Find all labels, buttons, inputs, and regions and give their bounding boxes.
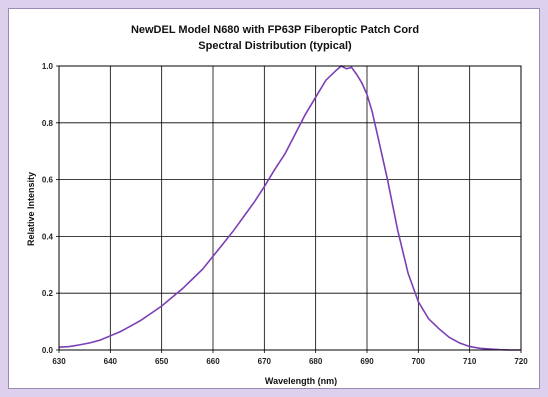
y-tick-labels: 0.0 0.2 0.4 0.6 0.8 1.0 bbox=[42, 62, 54, 355]
x-axis-label: Wavelength (nm) bbox=[265, 376, 337, 386]
spectral-chart: NewDEL Model N680 with FP63P Fiberoptic … bbox=[26, 24, 528, 386]
x-tick-label: 670 bbox=[258, 357, 272, 366]
x-tick-labels: 630 640 650 660 670 680 690 700 710 720 bbox=[52, 357, 528, 366]
y-tick-label: 0.4 bbox=[42, 232, 54, 241]
y-tick-label: 1.0 bbox=[42, 62, 54, 71]
x-tick-label: 720 bbox=[514, 357, 528, 366]
x-tick-label: 640 bbox=[104, 357, 118, 366]
x-tick-label: 710 bbox=[463, 357, 477, 366]
grid bbox=[56, 65, 522, 353]
chart-panel: NewDEL Model N680 with FP63P Fiberoptic … bbox=[8, 8, 540, 389]
y-tick-label: 0.8 bbox=[42, 119, 54, 128]
x-tick-label: 650 bbox=[155, 357, 169, 366]
x-tick-label: 690 bbox=[360, 357, 374, 366]
series-line bbox=[58, 65, 521, 351]
chart-subtitle: Spectral Distribution (typical) bbox=[198, 40, 352, 52]
x-tick-label: 630 bbox=[52, 357, 66, 366]
y-tick-label: 0.0 bbox=[42, 346, 54, 355]
x-tick-label: 680 bbox=[309, 357, 323, 366]
y-axis-label: Relative Intensity bbox=[26, 172, 36, 246]
x-tick-label: 660 bbox=[206, 357, 220, 366]
plot-border bbox=[58, 65, 522, 351]
y-tick-label: 0.6 bbox=[42, 176, 54, 185]
x-tick-label: 700 bbox=[412, 357, 426, 366]
chart-title: NewDEL Model N680 with FP63P Fiberoptic … bbox=[131, 24, 419, 36]
y-tick-label: 0.2 bbox=[42, 289, 54, 298]
